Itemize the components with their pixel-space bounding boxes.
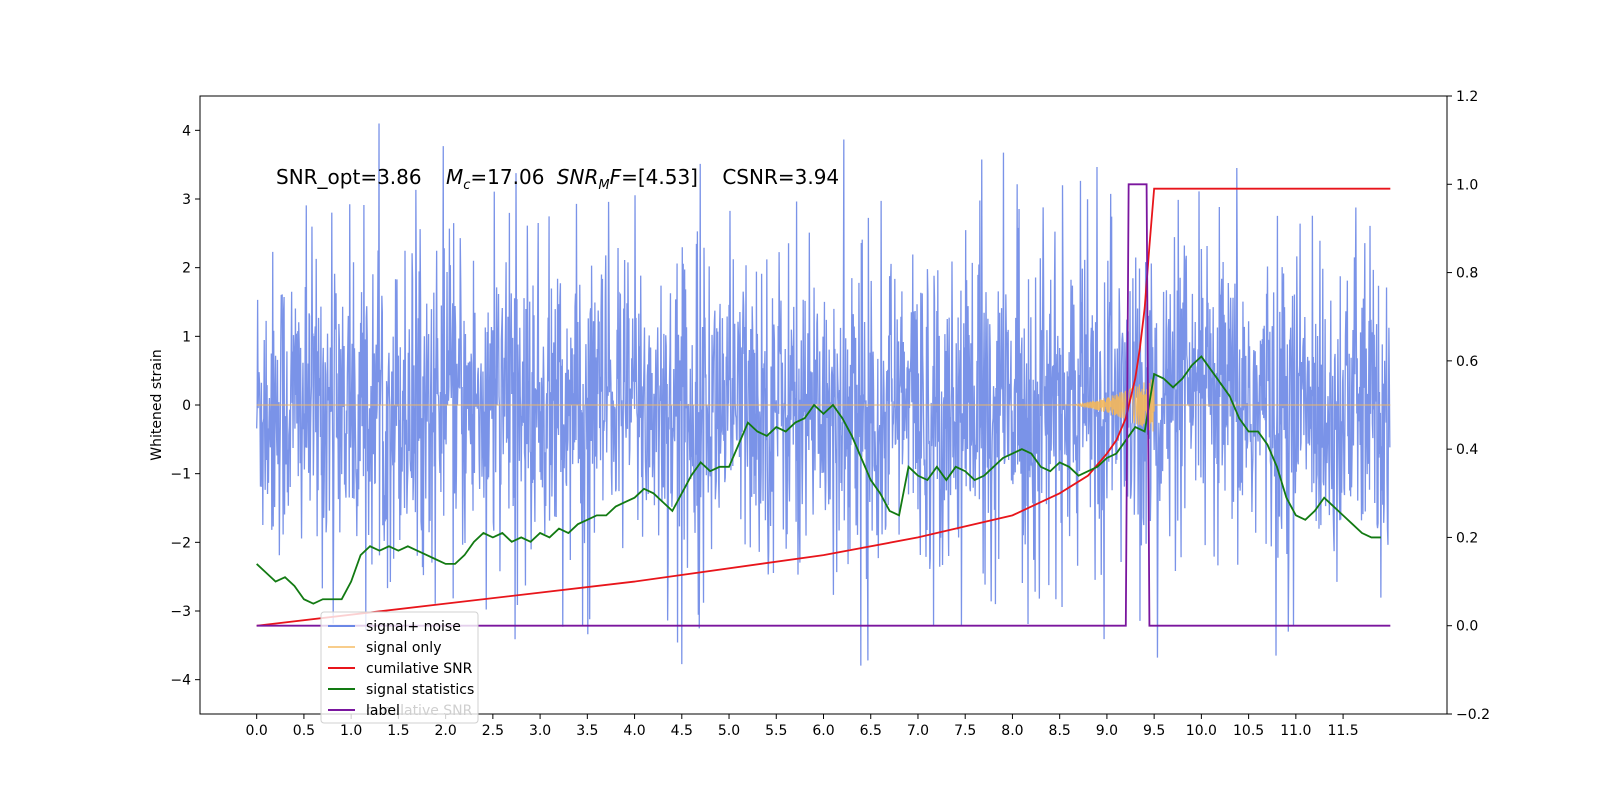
y2-tick-label: 0.8 bbox=[1456, 266, 1478, 282]
x-tick-label: 5.0 bbox=[718, 723, 740, 739]
legend-entry-label: label bbox=[366, 703, 400, 719]
series-line-signal-noise bbox=[256, 123, 1391, 666]
y-axis-right: −0.2 0.0 0.2 0.4 0.6 0.8 1.0 1.2 bbox=[1447, 89, 1490, 723]
annotation-csnr: CSNR=3.94 bbox=[722, 165, 839, 189]
x-tick-label: 0.5 bbox=[293, 723, 315, 739]
annotation-snrmf-sub: M bbox=[598, 178, 609, 193]
x-tick-label: 11.0 bbox=[1280, 723, 1311, 739]
series-line-cumulative-snr bbox=[256, 187, 1391, 627]
x-tick-label: 3.0 bbox=[529, 723, 551, 739]
x-tick-label: 2.5 bbox=[482, 723, 504, 739]
annotation-text: SNR_opt=3.86 Mc=17.06 SNRMF=[4.53] CSNR=… bbox=[276, 165, 839, 193]
x-tick-label: 2.0 bbox=[434, 723, 456, 739]
plot-area bbox=[256, 123, 1391, 666]
y2-tick-label: 1.2 bbox=[1456, 89, 1478, 105]
x-tick-label: 9.0 bbox=[1096, 723, 1118, 739]
annotation-snrmf-symbol: SNR bbox=[557, 165, 599, 189]
y-axis-left: −4 −3 −2 −1 0 1 2 3 4 bbox=[170, 123, 200, 689]
annotation-mc-sub: c bbox=[463, 178, 470, 193]
x-tick-label: 8.0 bbox=[1001, 723, 1023, 739]
legend-entry-label: signal only bbox=[366, 640, 441, 656]
y2-tick-label: 0.2 bbox=[1456, 530, 1478, 546]
y2-tick-label: 0.4 bbox=[1456, 442, 1478, 458]
x-tick-label: 0.0 bbox=[246, 723, 268, 739]
x-tick-label: 8.5 bbox=[1049, 723, 1071, 739]
series-line-label bbox=[256, 183, 1391, 627]
x-tick-label: 1.5 bbox=[387, 723, 409, 739]
x-axis: 0.0 0.5 1.0 1.5 2.0 2.5 3.0 3.5 4.0 4.5 5.0 5.5 6.0 6… bbox=[246, 714, 1359, 739]
x-tick-label: 10.0 bbox=[1186, 723, 1217, 739]
x-tick-label: 3.5 bbox=[576, 723, 598, 739]
y2-tick-label: −0.2 bbox=[1456, 707, 1490, 723]
legend-entry-label: signal+ noise bbox=[366, 619, 461, 635]
x-tick-label: 6.0 bbox=[812, 723, 834, 739]
annotation-snr-opt: SNR_opt=3.86 bbox=[276, 165, 422, 189]
y-axis-label: Whitened strain bbox=[149, 349, 165, 460]
y-tick-label: 1 bbox=[182, 329, 191, 345]
annotation-mc-value: =17.06 bbox=[470, 165, 544, 189]
y2-tick-label: 0.6 bbox=[1456, 354, 1478, 370]
x-tick-label: 7.5 bbox=[954, 723, 976, 739]
x-tick-label: 4.0 bbox=[623, 723, 645, 739]
y2-tick-label: 0.0 bbox=[1456, 619, 1478, 635]
x-tick-label: 6.5 bbox=[860, 723, 882, 739]
y-tick-label: 4 bbox=[182, 123, 191, 139]
y2-tick-label: 1.0 bbox=[1456, 177, 1478, 193]
y-tick-label: −4 bbox=[170, 673, 191, 689]
y-tick-label: 0 bbox=[182, 398, 191, 414]
y-tick-label: −3 bbox=[170, 604, 191, 620]
x-tick-label: 7.0 bbox=[907, 723, 929, 739]
y-tick-label: −2 bbox=[170, 535, 191, 551]
y-tick-label: −1 bbox=[170, 467, 191, 483]
legend-entry-label: cumilative SNR bbox=[366, 661, 473, 677]
x-tick-label: 10.5 bbox=[1233, 723, 1264, 739]
legend-box bbox=[320, 611, 479, 724]
y-tick-label: 3 bbox=[182, 192, 191, 208]
x-tick-label: 4.5 bbox=[671, 723, 693, 739]
annotation-snrmf-value: =[4.53] bbox=[621, 165, 698, 189]
legend: cumilative SNR signal+ noise signal only c… bbox=[320, 611, 479, 724]
legend-entry-label: signal statistics bbox=[366, 682, 474, 698]
x-tick-label: 1.0 bbox=[340, 723, 362, 739]
y-tick-label: 2 bbox=[182, 261, 191, 277]
x-tick-label: 9.5 bbox=[1143, 723, 1165, 739]
annotation-mc-symbol: M bbox=[446, 165, 463, 189]
series-line-signal-statistics bbox=[256, 355, 1381, 605]
annotation-snrmf-f: F bbox=[610, 165, 622, 189]
legend-ghost-text: cumilative SNR bbox=[366, 703, 473, 719]
x-tick-label: 11.5 bbox=[1327, 723, 1358, 739]
x-tick-label: 5.5 bbox=[765, 723, 787, 739]
series-line-signal-only bbox=[256, 378, 1391, 432]
